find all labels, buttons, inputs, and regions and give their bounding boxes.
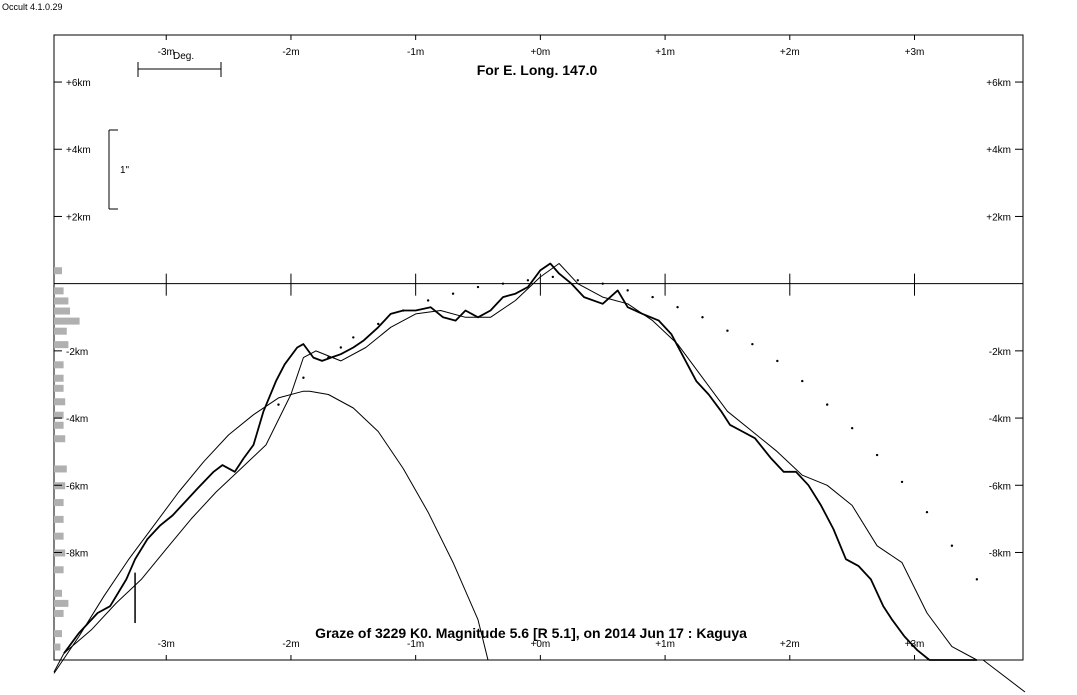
x-tick-label-top: +3m <box>905 47 925 58</box>
limb-tail <box>982 659 1026 693</box>
y-tick-label-right: -8km <box>989 548 1011 559</box>
limb-dot <box>801 379 804 383</box>
histogram <box>54 267 80 651</box>
x-tick-label-bottom: +1m <box>655 639 675 650</box>
histogram-bar <box>54 327 67 335</box>
x-tick-label-bottom: -1m <box>407 639 424 650</box>
limb-dot <box>900 480 904 484</box>
limb-dot <box>875 453 879 457</box>
y-tick-label-left: -6km <box>66 481 88 492</box>
histogram-bar <box>54 599 69 607</box>
limb-dot <box>776 359 779 363</box>
limb-tail-left <box>53 653 65 673</box>
histogram-bar <box>54 374 64 382</box>
histogram-bar <box>54 384 64 392</box>
limb-dot <box>751 342 754 346</box>
degree-scale-bar: Deg. <box>137 51 222 77</box>
profile-line-bold <box>63 262 977 661</box>
x-tick-label-top: +0m <box>531 47 551 58</box>
y-tick-label-left: +6km <box>66 78 91 89</box>
histogram-bar <box>54 267 62 275</box>
limb-dot <box>850 426 854 430</box>
x-tick-label-bottom: -3m <box>158 639 175 650</box>
axes: -3m -3m -2m -2m -1m -1m +0m +0m +1m +1m +2m +2m +3m +… <box>54 35 1023 660</box>
histogram-bar <box>54 421 64 429</box>
limb-dot <box>676 305 679 309</box>
y-tick-label-right: +4km <box>986 145 1011 156</box>
x-tick-label-bottom: -2m <box>282 639 299 650</box>
histogram-bar <box>54 398 66 406</box>
limb-dot <box>551 275 555 279</box>
degree-scale-label: Deg. <box>173 51 194 62</box>
limb-dot <box>501 282 505 285</box>
limb-dot <box>327 356 330 359</box>
histogram-bar <box>54 287 64 295</box>
profile-line-thin <box>63 263 978 661</box>
histogram-bar <box>54 297 69 305</box>
x-tick-label-top: -1m <box>407 47 424 58</box>
limb-dot <box>277 403 280 406</box>
chart-caption: Graze of 3229 K0. Magnitude 5.6 [R 5.1],… <box>315 625 747 641</box>
limb-dot <box>352 336 355 339</box>
limb-dot <box>576 279 579 282</box>
limb-dot <box>426 299 430 302</box>
histogram-bar <box>54 361 64 369</box>
histogram-bar <box>54 465 67 473</box>
y-tick-label-left: +4km <box>66 145 91 156</box>
y-tick-label-left: -4km <box>66 414 88 425</box>
y-tick-label-right: +2km <box>986 212 1011 223</box>
limb-dot <box>377 322 380 326</box>
y-tick-label-left: +2km <box>66 212 91 223</box>
y-tick-label-right: -2km <box>989 347 1011 358</box>
limb-dot <box>601 282 604 285</box>
histogram-bar <box>54 435 66 443</box>
limb-dot <box>401 309 405 312</box>
limb-dot <box>302 376 305 379</box>
plot-frame <box>53 34 1024 661</box>
y-tick-label-left: -2km <box>66 347 88 358</box>
limb-dot <box>826 403 829 406</box>
y-tick-label-right: -6km <box>989 481 1011 492</box>
histogram-bar <box>54 630 62 638</box>
limb-dot <box>975 578 979 581</box>
limb-dot <box>476 285 480 289</box>
arcsec-scale-bar: 1" <box>108 129 130 210</box>
limb-dot <box>526 279 530 282</box>
x-tick-label-bottom: +3m <box>905 639 925 650</box>
parabola-curve <box>53 390 489 674</box>
arcsec-scale-label: 1" <box>120 165 130 176</box>
y-tick-label-right: +6km <box>986 78 1011 89</box>
limb-dot <box>339 346 343 349</box>
x-tick-label-top: +1m <box>655 47 675 58</box>
limb-dot <box>726 329 729 332</box>
limb-dot <box>626 289 629 292</box>
limb-dot <box>451 292 455 295</box>
x-tick-label-bottom: +0m <box>531 639 551 650</box>
x-tick-label-bottom: +2m <box>780 639 800 650</box>
histogram-bar <box>54 589 62 597</box>
y-tick-label-left: -8km <box>66 548 88 559</box>
histogram-bar <box>54 609 64 617</box>
x-tick-label-top: +2m <box>780 47 800 58</box>
x-tick-label-top: -3m <box>158 47 175 58</box>
x-tick-label-top: -2m <box>282 47 299 58</box>
limb-dot <box>701 316 704 319</box>
histogram-bar <box>54 411 64 419</box>
limb-dot <box>950 544 954 547</box>
chart-title: For E. Long. 147.0 <box>477 62 598 78</box>
histogram-bar <box>54 532 64 540</box>
histogram-bar <box>54 515 64 523</box>
histogram-bar <box>54 307 70 315</box>
histogram-bar <box>54 317 80 325</box>
y-tick-label-right: -4km <box>989 414 1011 425</box>
histogram-bar <box>54 341 69 349</box>
limb-dot <box>651 295 654 299</box>
histogram-bar <box>54 499 64 507</box>
histogram-bar <box>54 566 64 574</box>
histogram-bar <box>54 643 61 651</box>
series <box>53 262 1026 693</box>
limb-dot <box>925 510 929 514</box>
app-title: Occult 4.1.0.29 <box>2 2 63 12</box>
